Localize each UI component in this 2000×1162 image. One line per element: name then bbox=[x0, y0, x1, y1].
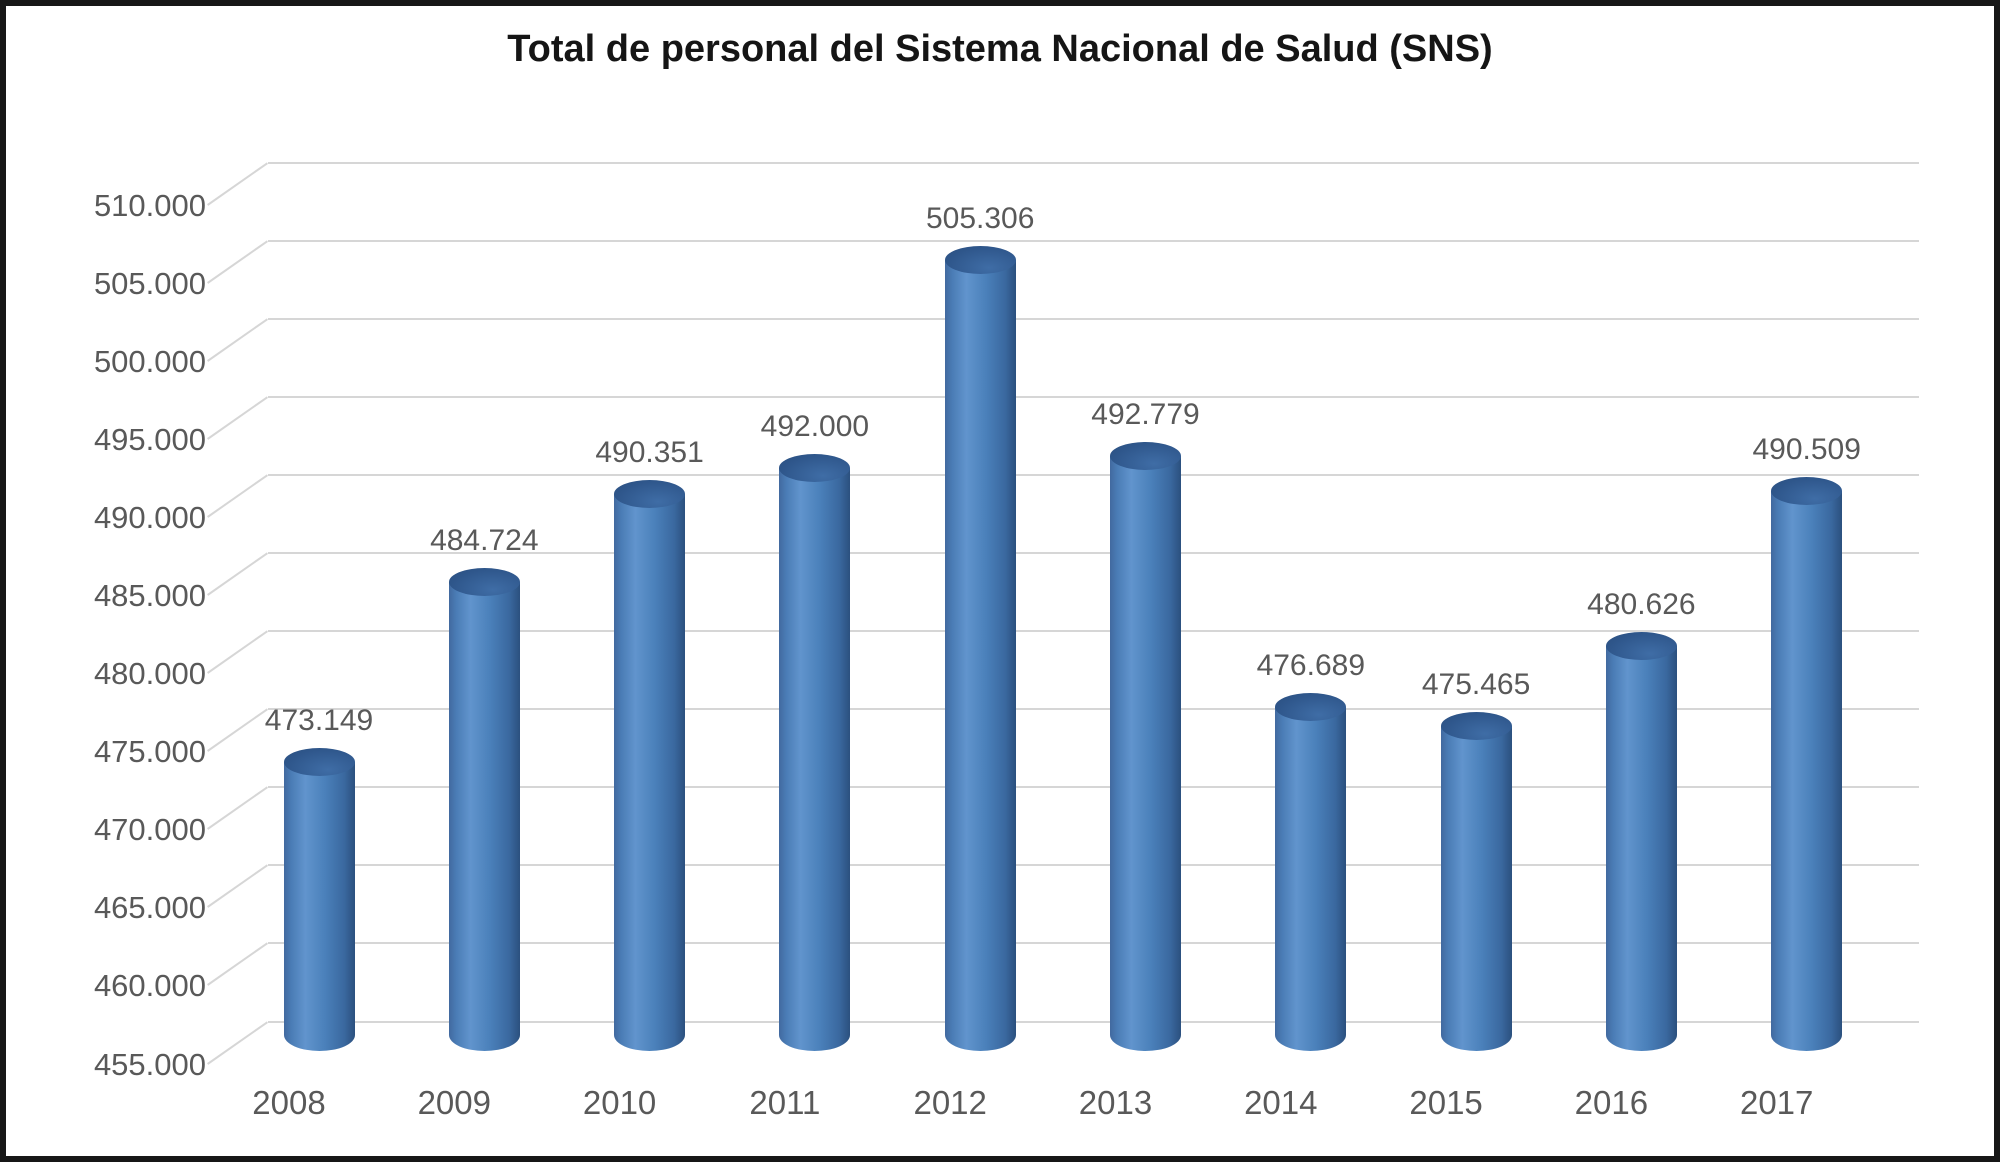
y-axis-tick-label: 465.000 bbox=[93, 890, 206, 926]
bar-data-label: 473.149 bbox=[264, 704, 374, 738]
gridline bbox=[268, 162, 1919, 164]
gridline bbox=[268, 708, 1919, 711]
y-axis-tick-label: 480.000 bbox=[93, 656, 206, 692]
gridline bbox=[268, 1020, 1919, 1023]
gridline-depth-segment bbox=[207, 1020, 269, 1065]
gridline bbox=[268, 786, 1919, 789]
bar-data-label: 505.306 bbox=[925, 202, 1035, 236]
bar-data-label: 476.689 bbox=[1256, 648, 1366, 682]
gridline bbox=[268, 474, 1919, 477]
bar-body bbox=[1275, 706, 1347, 1051]
bar-cylinder bbox=[1110, 441, 1181, 1051]
bar-data-label: 492.779 bbox=[1091, 397, 1200, 431]
y-axis-tick-label: 455.000 bbox=[93, 1046, 206, 1082]
bar-data-label: 484.724 bbox=[430, 523, 539, 557]
bar-cylinder bbox=[1771, 477, 1843, 1051]
bar-data-label: 492.000 bbox=[760, 409, 870, 443]
bar-body bbox=[283, 762, 355, 1051]
bar-cylinder bbox=[1440, 712, 1512, 1051]
bar-top-cap bbox=[1771, 477, 1843, 506]
bar-cylinder bbox=[944, 246, 1016, 1051]
gridline-depth-segment bbox=[207, 162, 269, 206]
gridline bbox=[268, 942, 1919, 945]
gridline-depth-segment bbox=[207, 942, 269, 987]
y-axis-tick-label: 470.000 bbox=[93, 812, 206, 848]
bar-top-cap bbox=[1605, 631, 1677, 660]
gridline-depth-segment bbox=[207, 786, 269, 831]
y-axis-tick-label: 510.000 bbox=[93, 188, 206, 223]
x-axis-tick-label: 2013 bbox=[1078, 1084, 1153, 1121]
bar-top-cap bbox=[944, 246, 1016, 275]
gridline bbox=[268, 240, 1919, 243]
bar-data-label: 475.465 bbox=[1421, 668, 1531, 702]
bar-cylinder bbox=[1605, 631, 1677, 1051]
bar-body bbox=[448, 581, 520, 1051]
y-axis-tick-label: 490.000 bbox=[93, 500, 206, 536]
bar-top-cap bbox=[1275, 692, 1347, 721]
gridline bbox=[268, 864, 1919, 867]
y-axis-tick-label: 500.000 bbox=[93, 344, 206, 380]
gridline bbox=[268, 552, 1919, 555]
bar-cylinder bbox=[614, 479, 686, 1051]
bar-cylinder bbox=[448, 567, 520, 1051]
x-axis-tick-label: 2017 bbox=[1739, 1084, 1814, 1121]
plot-area: 455.000 460.000 465.000 470.000 475.000 480.0… bbox=[6, 6, 1994, 1156]
bar-body bbox=[614, 493, 686, 1051]
bar-top-cap bbox=[283, 748, 355, 777]
x-axis-tick-label: 2016 bbox=[1574, 1084, 1649, 1121]
gridline-depth-segment bbox=[207, 474, 269, 518]
x-axis-tick-label: 2009 bbox=[417, 1084, 491, 1121]
gridline-depth-segment bbox=[207, 396, 269, 440]
bar-body bbox=[1605, 645, 1677, 1051]
bar-data-label: 490.509 bbox=[1752, 433, 1861, 467]
bar-body bbox=[1771, 491, 1843, 1051]
bar-cylinder bbox=[1275, 692, 1347, 1051]
y-axis-tick-label: 460.000 bbox=[93, 968, 206, 1004]
x-axis-tick-label: 2008 bbox=[252, 1084, 326, 1121]
x-axis-tick-label: 2015 bbox=[1409, 1084, 1483, 1121]
bar-cylinder bbox=[779, 453, 851, 1051]
bar-cylinder bbox=[283, 748, 355, 1051]
y-axis-tick-label: 485.000 bbox=[93, 578, 206, 614]
gridline-depth-segment bbox=[207, 552, 269, 597]
y-axis-tick-label: 505.000 bbox=[93, 266, 206, 302]
x-axis-tick-label: 2010 bbox=[582, 1084, 657, 1121]
bar-top-cap bbox=[1110, 441, 1181, 470]
bar-data-label: 490.351 bbox=[595, 435, 704, 469]
bar-top-cap bbox=[1440, 712, 1512, 741]
gridline-depth-segment bbox=[207, 630, 269, 675]
bar-top-cap bbox=[614, 479, 686, 508]
gridline bbox=[268, 396, 1919, 399]
x-axis-tick-label: 2014 bbox=[1244, 1084, 1318, 1121]
bar-body bbox=[1110, 455, 1181, 1051]
chart-title: Total de personal del Sistema Nacional d… bbox=[507, 28, 1493, 70]
x-axis-tick-label: 2011 bbox=[749, 1084, 821, 1121]
gridline-depth-segment bbox=[207, 864, 269, 909]
bar-top-cap bbox=[448, 567, 520, 596]
bar-body bbox=[1440, 726, 1512, 1051]
bar-body bbox=[944, 260, 1016, 1051]
gridline-depth-segment bbox=[207, 240, 269, 284]
gridline-depth-segment bbox=[207, 318, 269, 362]
y-axis-tick-label: 475.000 bbox=[93, 734, 206, 770]
bar-top-cap bbox=[779, 453, 851, 482]
gridline bbox=[268, 318, 1919, 321]
bar-body bbox=[779, 467, 851, 1051]
gridline bbox=[268, 630, 1919, 633]
x-axis-tick-label: 2012 bbox=[913, 1084, 987, 1121]
bar-data-label: 480.626 bbox=[1587, 587, 1696, 621]
y-axis-tick-label: 495.000 bbox=[93, 422, 206, 458]
